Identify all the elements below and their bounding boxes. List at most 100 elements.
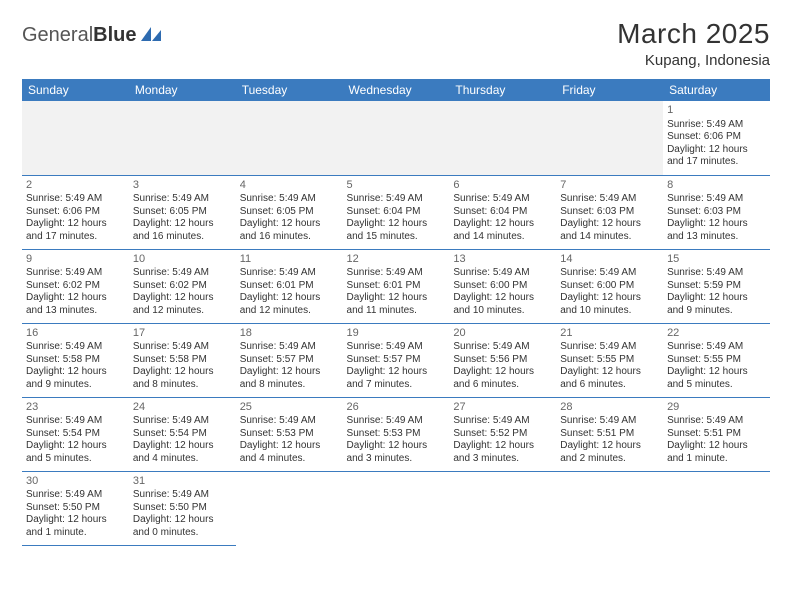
calendar-cell [236,101,343,175]
calendar-cell [343,471,450,545]
calendar-cell: 16Sunrise: 5:49 AMSunset: 5:58 PMDayligh… [22,323,129,397]
calendar-cell: 2Sunrise: 5:49 AMSunset: 6:06 PMDaylight… [22,175,129,249]
day-number: 26 [347,401,446,415]
calendar-cell: 24Sunrise: 5:49 AMSunset: 5:54 PMDayligh… [129,397,236,471]
daylight-text: Daylight: 12 hours and 10 minutes. [453,292,552,317]
calendar-cell: 21Sunrise: 5:49 AMSunset: 5:55 PMDayligh… [556,323,663,397]
page-header: GeneralBlue March 2025 Kupang, Indonesia [22,18,770,69]
calendar-table: SundayMondayTuesdayWednesdayThursdayFrid… [22,79,770,546]
sunrise-text: Sunrise: 5:49 AM [26,415,125,428]
daylight-text: Daylight: 12 hours and 4 minutes. [240,440,339,465]
sunset-text: Sunset: 5:59 PM [667,280,766,293]
day-number: 14 [560,253,659,267]
calendar-cell: 13Sunrise: 5:49 AMSunset: 6:00 PMDayligh… [449,249,556,323]
title-block: March 2025 Kupang, Indonesia [617,18,770,69]
sunrise-text: Sunrise: 5:49 AM [240,267,339,280]
calendar-cell: 26Sunrise: 5:49 AMSunset: 5:53 PMDayligh… [343,397,450,471]
sunrise-text: Sunrise: 5:49 AM [667,193,766,206]
day-number: 28 [560,401,659,415]
daylight-text: Daylight: 12 hours and 10 minutes. [560,292,659,317]
daylight-text: Daylight: 12 hours and 14 minutes. [560,218,659,243]
calendar-cell: 8Sunrise: 5:49 AMSunset: 6:03 PMDaylight… [663,175,770,249]
sunset-text: Sunset: 6:05 PM [240,206,339,219]
sunset-text: Sunset: 6:02 PM [26,280,125,293]
logo: GeneralBlue [22,24,162,47]
daylight-text: Daylight: 12 hours and 2 minutes. [560,440,659,465]
calendar-cell: 22Sunrise: 5:49 AMSunset: 5:55 PMDayligh… [663,323,770,397]
sunrise-text: Sunrise: 5:49 AM [133,341,232,354]
weekday-header: Friday [556,79,663,101]
calendar-row: 30Sunrise: 5:49 AMSunset: 5:50 PMDayligh… [22,471,770,545]
daylight-text: Daylight: 12 hours and 16 minutes. [240,218,339,243]
calendar-cell [449,471,556,545]
calendar-row: 9Sunrise: 5:49 AMSunset: 6:02 PMDaylight… [22,249,770,323]
daylight-text: Daylight: 12 hours and 1 minute. [667,440,766,465]
sunset-text: Sunset: 6:06 PM [26,206,125,219]
calendar-cell: 18Sunrise: 5:49 AMSunset: 5:57 PMDayligh… [236,323,343,397]
sunset-text: Sunset: 5:54 PM [133,428,232,441]
sunset-text: Sunset: 5:52 PM [453,428,552,441]
day-number: 27 [453,401,552,415]
sunrise-text: Sunrise: 5:49 AM [133,415,232,428]
sunset-text: Sunset: 6:00 PM [453,280,552,293]
sunset-text: Sunset: 5:53 PM [240,428,339,441]
sunrise-text: Sunrise: 5:49 AM [347,267,446,280]
sunrise-text: Sunrise: 5:49 AM [26,341,125,354]
calendar-cell: 15Sunrise: 5:49 AMSunset: 5:59 PMDayligh… [663,249,770,323]
daylight-text: Daylight: 12 hours and 0 minutes. [133,514,232,539]
sunset-text: Sunset: 6:01 PM [347,280,446,293]
calendar-cell [556,101,663,175]
logo-text-1: General [22,24,93,47]
day-number: 7 [560,179,659,193]
sunrise-text: Sunrise: 5:49 AM [667,341,766,354]
day-number: 15 [667,253,766,267]
calendar-cell: 30Sunrise: 5:49 AMSunset: 5:50 PMDayligh… [22,471,129,545]
daylight-text: Daylight: 12 hours and 8 minutes. [240,366,339,391]
daylight-text: Daylight: 12 hours and 14 minutes. [453,218,552,243]
sunrise-text: Sunrise: 5:49 AM [560,341,659,354]
weekday-header: Saturday [663,79,770,101]
daylight-text: Daylight: 12 hours and 6 minutes. [560,366,659,391]
sunset-text: Sunset: 5:51 PM [560,428,659,441]
day-number: 8 [667,179,766,193]
daylight-text: Daylight: 12 hours and 17 minutes. [26,218,125,243]
sunset-text: Sunset: 5:54 PM [26,428,125,441]
calendar-cell [22,101,129,175]
sunset-text: Sunset: 5:56 PM [453,354,552,367]
day-number: 2 [26,179,125,193]
day-number: 30 [26,475,125,489]
day-number: 24 [133,401,232,415]
sunrise-text: Sunrise: 5:49 AM [453,193,552,206]
daylight-text: Daylight: 12 hours and 9 minutes. [667,292,766,317]
sunset-text: Sunset: 5:55 PM [560,354,659,367]
weekday-header: Tuesday [236,79,343,101]
daylight-text: Daylight: 12 hours and 17 minutes. [667,144,766,169]
calendar-cell: 25Sunrise: 5:49 AMSunset: 5:53 PMDayligh… [236,397,343,471]
calendar-cell [449,101,556,175]
daylight-text: Daylight: 12 hours and 3 minutes. [347,440,446,465]
logo-text-2: Blue [93,24,136,47]
day-number: 1 [667,104,766,118]
sunset-text: Sunset: 6:04 PM [347,206,446,219]
sunset-text: Sunset: 6:05 PM [133,206,232,219]
sunset-text: Sunset: 6:02 PM [133,280,232,293]
sunrise-text: Sunrise: 5:49 AM [667,415,766,428]
sunset-text: Sunset: 6:03 PM [560,206,659,219]
daylight-text: Daylight: 12 hours and 13 minutes. [667,218,766,243]
sunrise-text: Sunrise: 5:49 AM [560,267,659,280]
sunrise-text: Sunrise: 5:49 AM [26,193,125,206]
sunset-text: Sunset: 5:57 PM [240,354,339,367]
day-number: 19 [347,327,446,341]
day-number: 21 [560,327,659,341]
daylight-text: Daylight: 12 hours and 12 minutes. [133,292,232,317]
day-number: 18 [240,327,339,341]
month-title: March 2025 [617,18,770,50]
sunset-text: Sunset: 5:51 PM [667,428,766,441]
calendar-cell: 20Sunrise: 5:49 AMSunset: 5:56 PMDayligh… [449,323,556,397]
sunset-text: Sunset: 6:01 PM [240,280,339,293]
sunrise-text: Sunrise: 5:49 AM [240,193,339,206]
calendar-row: 23Sunrise: 5:49 AMSunset: 5:54 PMDayligh… [22,397,770,471]
sunset-text: Sunset: 5:50 PM [26,502,125,515]
sunset-text: Sunset: 5:58 PM [133,354,232,367]
calendar-cell: 12Sunrise: 5:49 AMSunset: 6:01 PMDayligh… [343,249,450,323]
